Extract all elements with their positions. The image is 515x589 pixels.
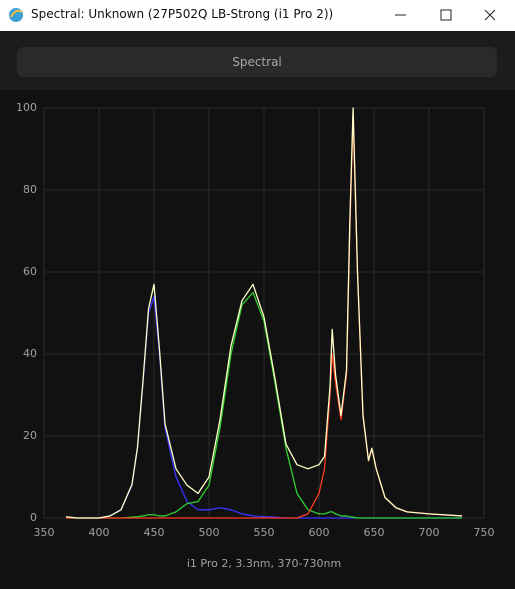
y-tick-label: 40 xyxy=(23,347,37,360)
close-button[interactable] xyxy=(484,9,496,21)
chart: i1 Pro 2, 3.3nm, 370-730nm 0 20 40 60 80 100 3… xyxy=(0,90,515,589)
y-tick-label: 0 xyxy=(30,511,37,524)
x-tick-label: 500 xyxy=(199,526,220,539)
x-tick-label: 700 xyxy=(419,526,440,539)
series-line xyxy=(66,291,462,519)
y-tick-label: 20 xyxy=(23,429,37,442)
y-tick-label: 80 xyxy=(23,183,37,196)
x-tick-label: 550 xyxy=(254,526,275,539)
window-title: Spectral: Unknown (27P502Q LB-Strong (i1… xyxy=(31,7,334,21)
x-axis-label: i1 Pro 2, 3.3nm, 370-730nm xyxy=(187,557,341,570)
x-tick-label: 450 xyxy=(144,526,165,539)
tab[interactable]: Spectral xyxy=(17,47,497,77)
x-tick-label: 400 xyxy=(89,526,110,539)
x-tick-label: 350 xyxy=(34,526,55,539)
maximize-button[interactable] xyxy=(440,9,452,21)
title-bar-icons xyxy=(9,8,496,22)
x-tick-label: 600 xyxy=(309,526,330,539)
y-tick-label: 60 xyxy=(23,265,37,278)
y-tick-label: 100 xyxy=(16,101,37,114)
x-tick-label: 750 xyxy=(474,526,495,539)
title-bar: Spectral: Unknown (27P502Q LB-Strong (i1… xyxy=(0,0,515,31)
x-tick-label: 650 xyxy=(364,526,385,539)
series-line xyxy=(65,107,463,519)
